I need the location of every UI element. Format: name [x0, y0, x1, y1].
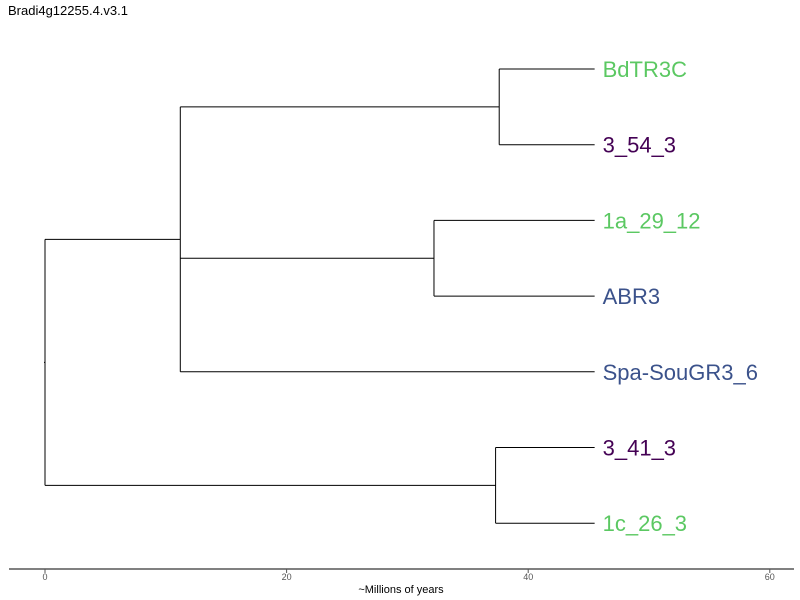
leaf-label-3_54_3: 3_54_3 — [603, 133, 676, 158]
axis-tick-label-60: 60 — [765, 572, 775, 582]
tree-branches — [44, 68, 595, 524]
leaf-label-1c_26_3: 1c_26_3 — [603, 511, 687, 536]
leaf-label-Spa-SouGR3_6: Spa-SouGR3_6 — [603, 360, 758, 385]
tree-leaves: BdTR3C 3_54_3 1a_29_12 ABR3 Spa-SouGR3_6 3_41… — [603, 57, 758, 536]
time-axis: 0 20 40 60 ~Millions of years — [9, 568, 794, 596]
leaf-label-BdTR3C: BdTR3C — [603, 57, 687, 82]
leaf-label-3_41_3: 3_41_3 — [603, 436, 676, 461]
axis-tick-label-20: 20 — [282, 572, 292, 582]
axis-tick-label-40: 40 — [523, 572, 533, 582]
axis-tick-label-0: 0 — [42, 572, 47, 582]
leaf-label-1a_29_12: 1a_29_12 — [603, 208, 701, 233]
x-axis-label: ~Millions of years — [358, 584, 444, 596]
page-title: Bradi4g12255.4.v3.1 — [8, 3, 128, 18]
leaf-label-ABR3: ABR3 — [603, 284, 660, 309]
axis-ticks: 0 20 40 60 — [42, 569, 775, 582]
